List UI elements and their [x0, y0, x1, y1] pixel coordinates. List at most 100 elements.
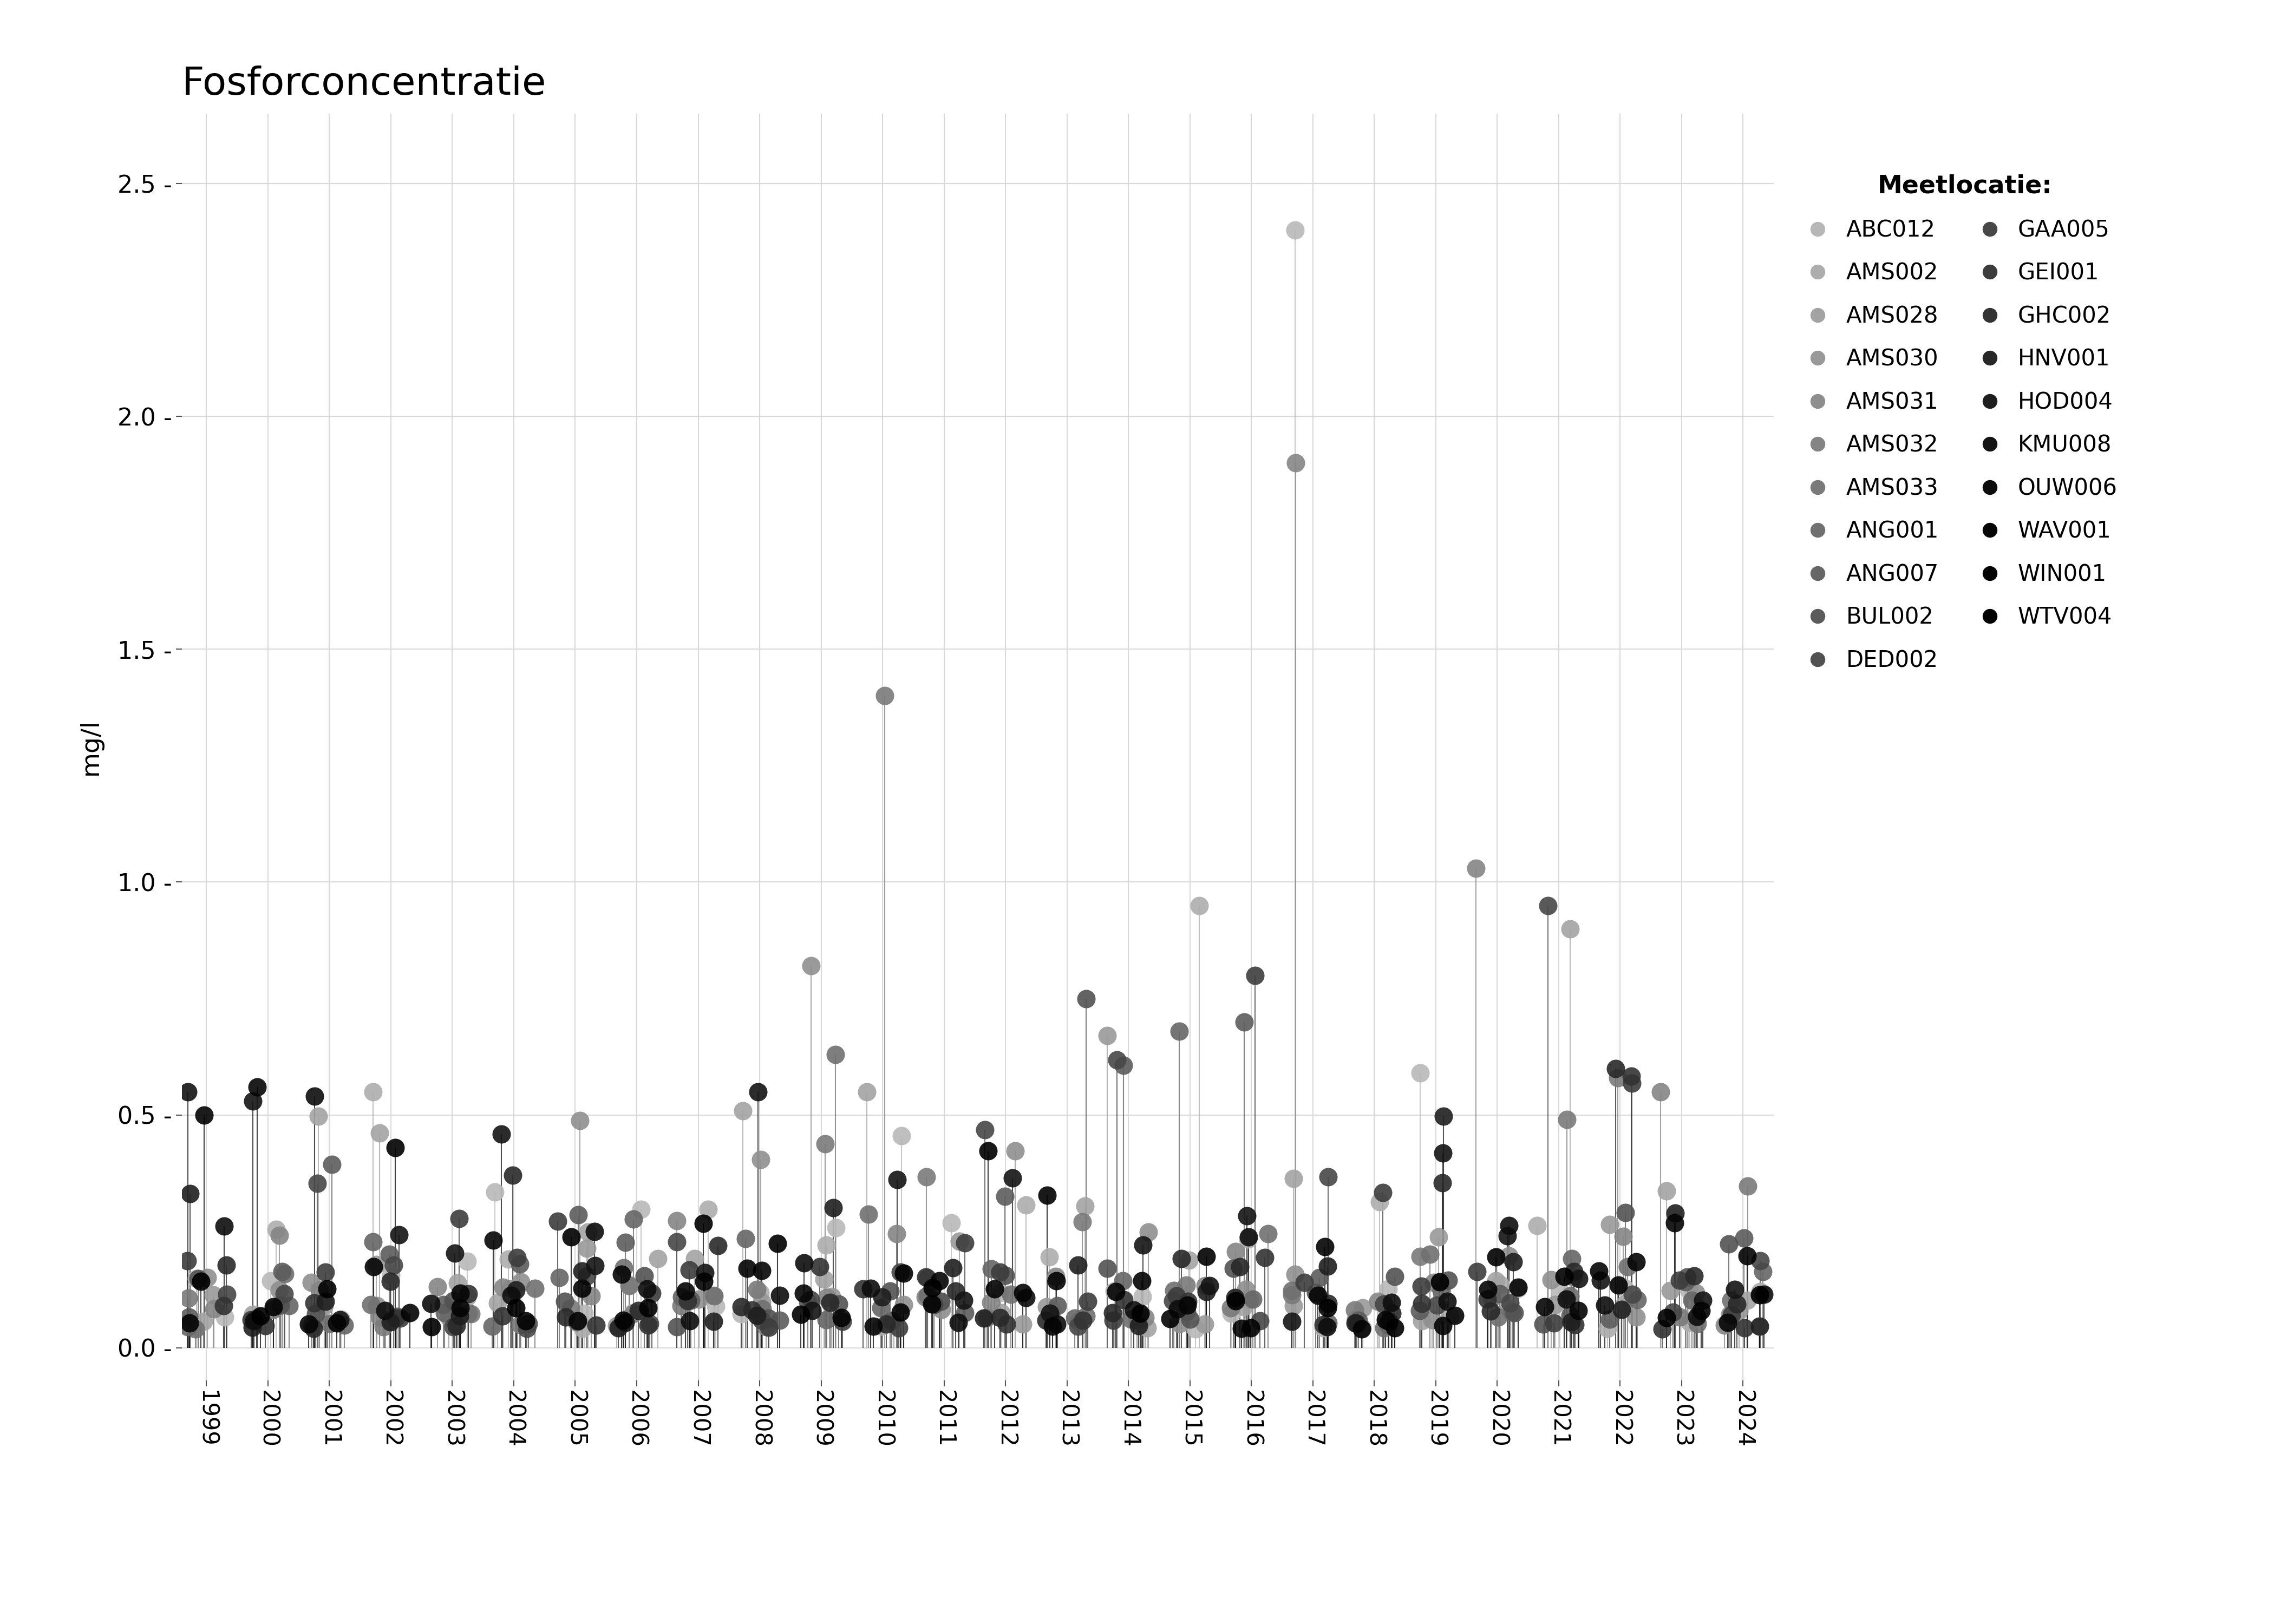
Point [862, 1294, 898, 1320]
Point [634, 1280, 671, 1306]
Point [1187, 1244, 1223, 1270]
Point [450, 1301, 487, 1327]
Point [300, 1276, 337, 1302]
Point [480, 1289, 516, 1315]
Point [493, 1283, 530, 1309]
Point [1310, 1164, 1346, 1190]
Point [910, 1265, 946, 1291]
Point [248, 1312, 284, 1338]
Point [910, 1285, 946, 1311]
Point [373, 1262, 409, 1288]
Point [1301, 1283, 1337, 1309]
Point [377, 1304, 414, 1330]
Point [1424, 1312, 1460, 1338]
Point [875, 1307, 912, 1333]
Point [553, 1224, 589, 1250]
Point [762, 1283, 798, 1309]
Point [687, 1260, 723, 1286]
Point [475, 1228, 512, 1254]
Point [323, 1306, 359, 1332]
Point [1246, 1244, 1283, 1270]
Point [1610, 1254, 1646, 1280]
Point [1742, 1247, 1778, 1273]
Point [1719, 1291, 1756, 1317]
Point [1549, 1106, 1585, 1132]
Point [671, 1257, 707, 1283]
Point [1217, 1288, 1253, 1314]
Point [1060, 1314, 1096, 1340]
Point [700, 1233, 737, 1259]
Point [234, 1314, 271, 1340]
Point [1162, 1311, 1198, 1337]
Point [630, 1294, 666, 1320]
Point [1278, 218, 1314, 244]
Point [1726, 1224, 1762, 1250]
Point [177, 1265, 214, 1291]
Point [1587, 1293, 1624, 1319]
Point [564, 1275, 600, 1301]
Point [168, 1247, 205, 1273]
Point [1403, 1307, 1439, 1333]
Point [1171, 1306, 1207, 1332]
Point [605, 1307, 641, 1333]
Point [698, 1293, 735, 1319]
Point [1153, 1306, 1189, 1332]
Point [578, 1218, 614, 1244]
Point [1371, 1309, 1408, 1335]
Point [1028, 1307, 1064, 1333]
Point [1401, 1298, 1437, 1324]
Point [750, 1306, 787, 1332]
Point [684, 1268, 721, 1294]
Point [807, 1307, 844, 1333]
Point [1192, 1273, 1228, 1299]
Point [430, 1304, 466, 1330]
Point [1126, 1304, 1162, 1330]
Point [659, 1208, 696, 1234]
Point [375, 1252, 412, 1278]
Point [923, 1288, 960, 1314]
Point [243, 1302, 280, 1328]
Point [1039, 1311, 1076, 1337]
Point [475, 1314, 512, 1340]
Point [1069, 1288, 1105, 1314]
Point [1112, 1306, 1148, 1332]
Point [1662, 1304, 1699, 1330]
Point [871, 1278, 907, 1304]
Point [1603, 1296, 1640, 1322]
Point [744, 1289, 780, 1315]
Point [689, 1197, 725, 1223]
Point [882, 1259, 919, 1285]
Point [1360, 1288, 1396, 1314]
Point [803, 1254, 839, 1280]
Point [782, 1301, 819, 1327]
Point [377, 1135, 414, 1161]
Point [493, 1163, 530, 1189]
Point [853, 1275, 889, 1301]
Point [559, 1202, 596, 1228]
Point [1496, 1249, 1533, 1275]
Point [982, 1299, 1019, 1325]
Point [614, 1299, 650, 1325]
Point [377, 1306, 414, 1332]
Point [935, 1255, 971, 1281]
Point [262, 1293, 298, 1319]
Point [982, 1304, 1019, 1330]
Point [1362, 1189, 1399, 1215]
Point [209, 1252, 246, 1278]
Point [1605, 1291, 1642, 1317]
Point [1230, 1226, 1267, 1252]
Point [1164, 1246, 1201, 1272]
Point [882, 1122, 919, 1148]
Point [1551, 1283, 1587, 1309]
Point [1424, 1278, 1460, 1304]
Point [439, 1270, 475, 1296]
Point [1217, 1239, 1253, 1265]
Point [509, 1315, 546, 1341]
Point [1030, 1182, 1067, 1208]
Point [373, 1268, 409, 1294]
Point [600, 1315, 637, 1341]
Point [762, 1307, 798, 1333]
Point [848, 1078, 885, 1104]
Point [1035, 1314, 1071, 1340]
Point [1169, 1272, 1205, 1298]
